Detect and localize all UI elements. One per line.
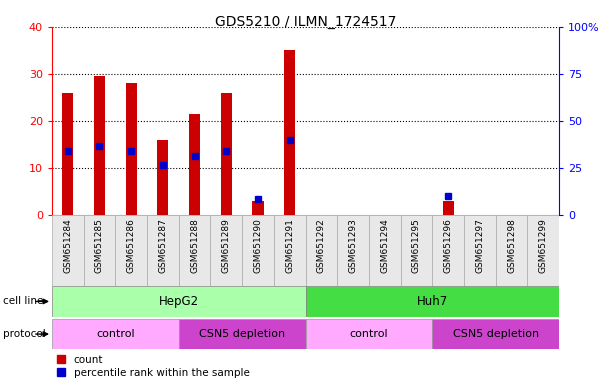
FancyBboxPatch shape [306, 215, 337, 286]
Bar [62, 93, 73, 215]
Text: GSM651299: GSM651299 [539, 218, 547, 273]
Text: GSM651289: GSM651289 [222, 218, 231, 273]
Text: GSM651297: GSM651297 [475, 218, 485, 273]
Text: protocol: protocol [3, 329, 46, 339]
Text: GSM651287: GSM651287 [158, 218, 167, 273]
FancyBboxPatch shape [433, 319, 559, 349]
Text: GSM651290: GSM651290 [254, 218, 263, 273]
FancyBboxPatch shape [179, 215, 210, 286]
FancyBboxPatch shape [179, 319, 306, 349]
FancyBboxPatch shape [115, 215, 147, 286]
Bar [284, 50, 295, 215]
Text: GSM651288: GSM651288 [190, 218, 199, 273]
Bar [221, 93, 232, 215]
Bar [252, 201, 263, 215]
Text: GSM651294: GSM651294 [380, 218, 389, 273]
FancyBboxPatch shape [401, 215, 433, 286]
FancyBboxPatch shape [52, 215, 84, 286]
Text: GSM651291: GSM651291 [285, 218, 294, 273]
FancyBboxPatch shape [52, 319, 179, 349]
Bar [442, 201, 454, 215]
FancyBboxPatch shape [147, 215, 179, 286]
Bar [94, 76, 105, 215]
Bar [157, 140, 169, 215]
Text: Huh7: Huh7 [417, 295, 448, 308]
FancyBboxPatch shape [210, 215, 242, 286]
FancyBboxPatch shape [527, 215, 559, 286]
Text: GSM651285: GSM651285 [95, 218, 104, 273]
Text: GSM651298: GSM651298 [507, 218, 516, 273]
Text: GSM651284: GSM651284 [64, 218, 72, 273]
Text: CSN5 depletion: CSN5 depletion [453, 329, 539, 339]
Text: GSM651295: GSM651295 [412, 218, 421, 273]
Text: control: control [96, 329, 134, 339]
FancyBboxPatch shape [369, 215, 401, 286]
Text: cell line: cell line [3, 296, 43, 306]
FancyBboxPatch shape [433, 215, 464, 286]
Bar [126, 83, 137, 215]
FancyBboxPatch shape [464, 215, 496, 286]
Bar [189, 114, 200, 215]
Text: GDS5210 / ILMN_1724517: GDS5210 / ILMN_1724517 [215, 15, 396, 29]
Text: GSM651296: GSM651296 [444, 218, 453, 273]
FancyBboxPatch shape [496, 215, 527, 286]
FancyBboxPatch shape [84, 215, 115, 286]
Text: control: control [349, 329, 388, 339]
FancyBboxPatch shape [52, 286, 306, 317]
Text: GSM651286: GSM651286 [126, 218, 136, 273]
FancyBboxPatch shape [306, 286, 559, 317]
Text: GSM651292: GSM651292 [317, 218, 326, 273]
FancyBboxPatch shape [337, 215, 369, 286]
FancyBboxPatch shape [274, 215, 306, 286]
Text: HepG2: HepG2 [159, 295, 199, 308]
FancyBboxPatch shape [242, 215, 274, 286]
FancyBboxPatch shape [306, 319, 433, 349]
Text: GSM651293: GSM651293 [348, 218, 357, 273]
Text: CSN5 depletion: CSN5 depletion [199, 329, 285, 339]
Legend: count, percentile rank within the sample: count, percentile rank within the sample [57, 355, 250, 378]
